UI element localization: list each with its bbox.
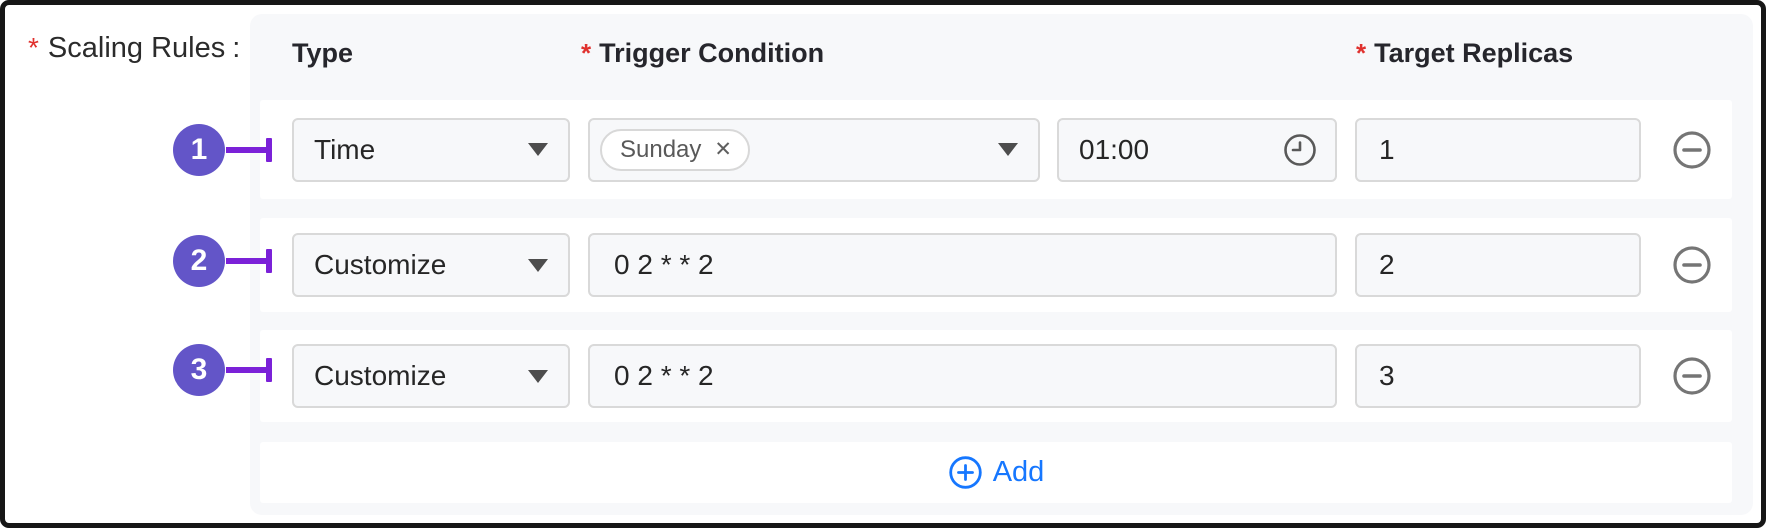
type-select-row-2[interactable]: Customize — [292, 233, 570, 297]
scaling-rules-label-colon: : — [232, 32, 241, 64]
scaling-rules-panel: Type * Trigger Condition * Target Replic… — [250, 14, 1753, 515]
clock-icon — [1283, 133, 1317, 167]
column-header-trigger-label: Trigger Condition — [599, 38, 825, 68]
target-replicas-input-row-1[interactable]: 1 — [1355, 117, 1641, 182]
type-select-value: Time — [314, 133, 376, 165]
column-header-trigger-condition: * Trigger Condition — [581, 38, 824, 69]
selected-day-tag-label: Sunday — [620, 135, 702, 163]
remove-rule-button-row-3[interactable] — [1672, 356, 1712, 396]
add-rule-row: Add — [260, 442, 1732, 503]
chevron-down-icon — [998, 143, 1018, 156]
cron-expression-value: 0 2 * * 2 — [614, 360, 714, 391]
required-asterisk: * — [581, 38, 592, 68]
annotation-badge-2: 2 — [173, 235, 225, 287]
trigger-cron-input-row-2[interactable]: 0 2 * * 2 — [588, 233, 1337, 297]
type-select-row-3[interactable]: Customize — [292, 344, 570, 408]
target-replicas-value: 2 — [1379, 249, 1395, 280]
annotation-arrow-2 — [226, 249, 272, 273]
annotation-arrow-1 — [226, 138, 272, 162]
target-replicas-input-row-3[interactable]: 3 — [1355, 344, 1641, 408]
scaling-rules-label-text: Scaling Rules — [47, 32, 226, 64]
chevron-down-icon — [528, 369, 548, 383]
trigger-days-multiselect-row-1[interactable]: Sunday ✕ — [588, 117, 1040, 182]
trigger-time-picker-row-1[interactable]: 01:00 — [1057, 117, 1337, 182]
time-picker-value: 01:00 — [1079, 133, 1150, 165]
chevron-down-icon — [528, 143, 548, 156]
target-replicas-input-row-2[interactable]: 2 — [1355, 233, 1641, 297]
annotation-badge-3: 3 — [173, 344, 225, 396]
plus-circle-icon — [948, 456, 982, 489]
selected-day-tag: Sunday ✕ — [600, 128, 751, 171]
scaling-rules-label: * Scaling Rules : — [28, 32, 240, 65]
column-header-replicas-label: Target Replicas — [1374, 38, 1574, 68]
cron-expression-value: 0 2 * * 2 — [614, 249, 714, 280]
type-select-row-1[interactable]: Time — [292, 117, 570, 182]
minus-circle-icon — [1673, 246, 1711, 284]
remove-rule-button-row-2[interactable] — [1672, 245, 1712, 285]
type-select-value: Customize — [314, 360, 447, 391]
annotation-badge-1: 1 — [173, 124, 225, 176]
add-rule-button-label: Add — [992, 456, 1045, 488]
target-replicas-value: 1 — [1379, 133, 1395, 165]
trigger-cron-input-row-3[interactable]: 0 2 * * 2 — [588, 344, 1337, 408]
add-rule-button[interactable]: Add — [948, 455, 1045, 490]
required-asterisk: * — [1356, 38, 1367, 68]
column-header-target-replicas: * Target Replicas — [1356, 38, 1573, 69]
remove-rule-button-row-1[interactable] — [1672, 130, 1712, 170]
column-header-type-label: Type — [292, 38, 354, 68]
required-asterisk: * — [28, 32, 39, 63]
scaling-rule-row-1: Time Sunday ✕ 01:00 — [260, 100, 1732, 199]
scaling-rule-row-2: Customize 0 2 * * 2 2 — [260, 218, 1732, 312]
annotation-arrow-3 — [226, 358, 272, 382]
scaling-rule-row-3: Customize 0 2 * * 2 3 — [260, 330, 1732, 422]
minus-circle-icon — [1673, 357, 1711, 395]
tag-close-icon[interactable]: ✕ — [714, 138, 733, 161]
type-select-value: Customize — [314, 249, 447, 280]
chevron-down-icon — [528, 258, 548, 272]
minus-circle-icon — [1673, 130, 1711, 169]
target-replicas-value: 3 — [1379, 360, 1395, 391]
column-header-type: Type — [292, 38, 353, 69]
